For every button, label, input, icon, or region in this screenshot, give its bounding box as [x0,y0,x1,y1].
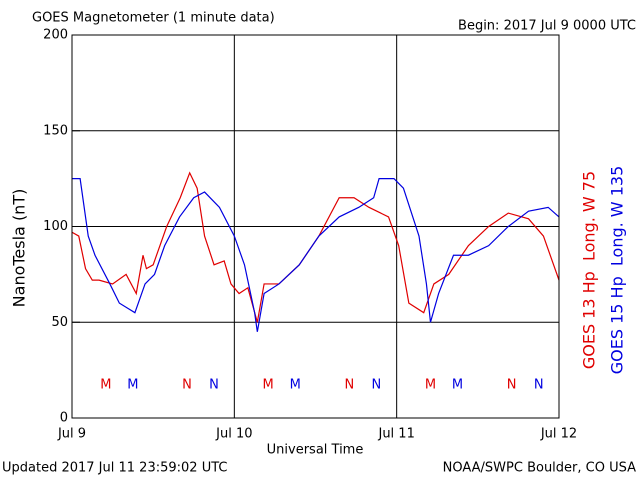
y-tick-label: 200 [43,28,68,43]
time-marker: N [507,378,517,393]
footer-right: NOAA/SWPC Boulder, CO USA [443,461,636,476]
x-tick-label: Jul 12 [540,427,577,442]
chart-title: GOES Magnetometer (1 minute data) [32,11,275,26]
time-marker: M [425,378,436,393]
time-marker: N [344,378,354,393]
time-marker: M [452,378,463,393]
time-marker: M [127,378,138,393]
time-marker: N [534,378,544,393]
time-marker: M [290,378,301,393]
data-line [71,171,560,323]
time-marker: M [263,378,274,393]
time-marker: N [209,378,219,393]
footer-left: Updated 2017 Jul 11 23:59:02 UTC [2,461,227,476]
legend-entry: GOES 13 Hp Long. W 75 [580,171,599,369]
y-axis-label: NanoTesla (nT) [10,189,29,308]
chart-subtitle: Begin: 2017 Jul 9 0000 UTC [458,19,636,34]
data-line [72,178,560,332]
y-tick-label: 50 [51,315,68,330]
x-tick-label: Jul 10 [215,427,252,442]
x-axis-label: Universal Time [267,443,364,458]
time-marker: N [182,378,192,393]
time-marker: N [372,378,382,393]
legend-entry: GOES 15 Hp Long. W 135 [608,166,627,374]
plot-frame [71,34,560,419]
time-marker: M [100,378,111,393]
y-tick-label: 0 [60,411,68,426]
y-tick-label: 100 [43,219,68,234]
x-tick-label: Jul 11 [377,427,414,442]
y-tick-label: 150 [43,123,68,138]
x-tick-label: Jul 9 [57,427,86,442]
